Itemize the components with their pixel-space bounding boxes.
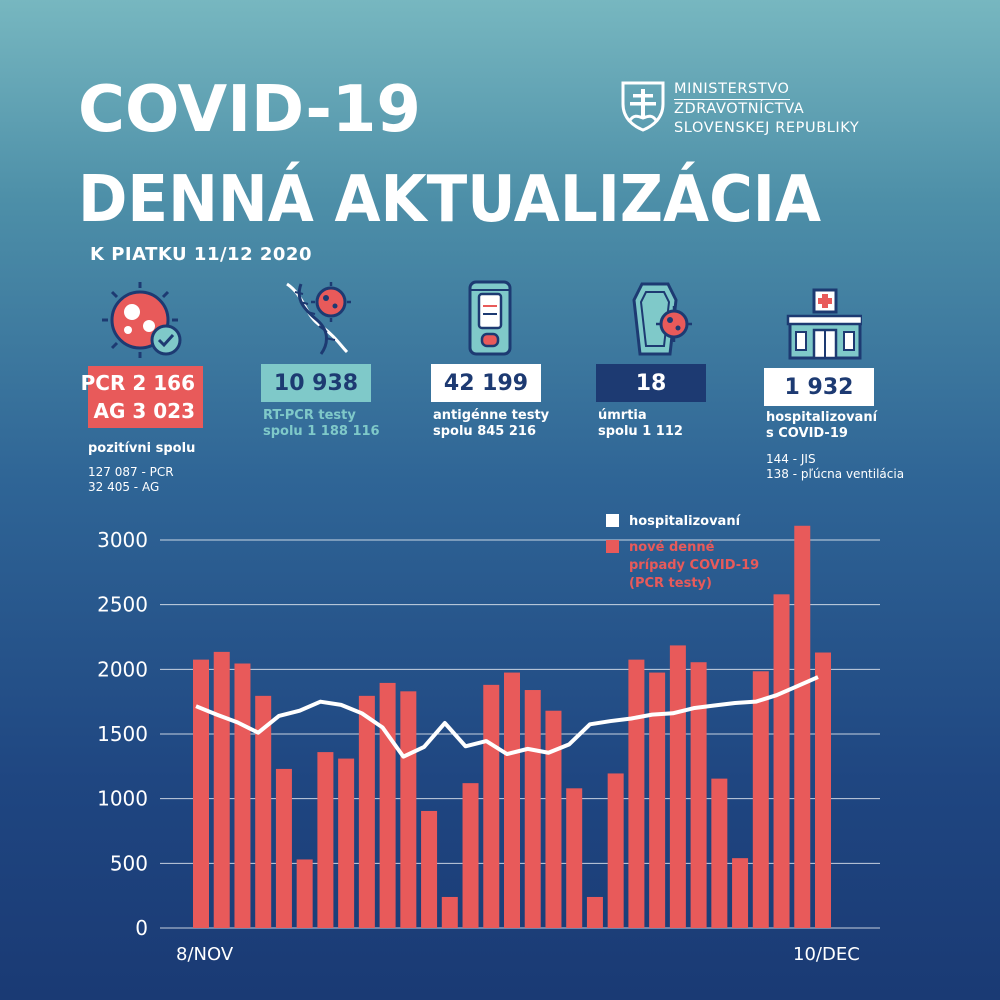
date-subtitle: K PIATKU 11/12 2020 [90, 244, 312, 265]
y-tick-label: 0 [135, 916, 148, 940]
case-bar [815, 652, 831, 928]
y-tick-label: 500 [110, 851, 148, 875]
case-bar [462, 783, 479, 928]
pcr-value: 2 166 [132, 371, 195, 395]
ministry-line-2: ZDRAVOTNÍCTVA [674, 101, 805, 117]
case-bar [317, 752, 334, 928]
case-bar [255, 695, 272, 928]
case-bar [773, 594, 790, 928]
case-bar [586, 896, 603, 928]
antigen-box: 42 199 [431, 364, 541, 402]
hospital-icon [786, 288, 862, 360]
deaths-total: spolu 1 112 [598, 424, 683, 439]
y-tick-label: 2500 [97, 593, 148, 617]
hospitalized-box: 1 932 [764, 368, 874, 406]
case-bar [213, 651, 230, 928]
case-bar [545, 710, 562, 928]
hospitalized-line [195, 675, 819, 759]
pcr-label: PCR [80, 371, 126, 395]
case-bar [504, 672, 520, 928]
case-bar [690, 662, 707, 928]
y-tick-label: 1500 [97, 722, 148, 746]
case-bar [794, 525, 811, 928]
case-bar [483, 684, 500, 928]
antigen-total: spolu 845 216 [433, 424, 537, 439]
y-tick-label: 3000 [97, 528, 148, 552]
y-axis-ticks: 0 500 1000 1500 2000 2500 3000 [97, 528, 148, 940]
case-bar [234, 663, 251, 928]
rtpcr-box: 10 938 [261, 364, 371, 402]
case-bar [193, 659, 209, 928]
virus-check-icon [102, 282, 182, 358]
deaths-label: úmrtia [598, 408, 647, 423]
case-bar [566, 788, 583, 928]
x-tick-end: 10/DEC [793, 944, 860, 965]
cases-bars [193, 525, 831, 928]
case-bar [275, 768, 292, 928]
case-bar [649, 672, 666, 928]
positive-detail-ag: 32 405 - AG [88, 480, 160, 494]
positive-box: PCR 2 166 AG 3 023 [81, 366, 203, 428]
hospitalized-label-2: s COVID-19 [766, 426, 848, 441]
ministry-line-3: SLOVENSKEJ REPUBLIKY [674, 120, 860, 136]
page-title-line2: DENNÁ AKTUALIZÁCIA [78, 163, 822, 237]
legend-swatch-hospitalized [606, 514, 619, 527]
legend-cases-line2: prípady COVID-19 [629, 558, 759, 573]
ministry-line-1: MINISTERSTVO [674, 80, 790, 100]
hospitalized-label: hospitalizovaní [766, 410, 878, 425]
coffin-virus-icon [632, 282, 692, 356]
case-bar [711, 778, 728, 928]
x-tick-start: 8/NOV [176, 944, 234, 965]
case-bar [358, 695, 375, 928]
antigen-label: antigénne testy [433, 408, 550, 423]
case-bar [379, 682, 396, 928]
legend-cases-line3: (PCR testy) [629, 576, 712, 591]
positive-label: pozitívni spolu [88, 441, 196, 456]
legend-swatch-cases [606, 540, 619, 553]
hospitalized-detail-jis: 144 - JIS [766, 452, 816, 466]
dna-virus-icon [286, 282, 351, 355]
case-bar [400, 691, 417, 928]
legend: hospitalizovaní nové denné prípady COVID… [606, 514, 764, 591]
y-tick-label: 2000 [97, 657, 148, 681]
page-title-line1: COVID-19 [78, 73, 421, 147]
hospitalized-line-group [195, 675, 819, 759]
rtpcr-total: spolu 1 188 116 [263, 424, 380, 439]
case-bar [607, 773, 624, 928]
case-bar [296, 859, 313, 928]
deaths-box: 18 [596, 364, 706, 402]
slovak-crest-icon [621, 81, 665, 132]
case-bar [441, 896, 458, 928]
case-bar [421, 810, 438, 928]
rtpcr-label: RT-PCR testy [263, 408, 356, 423]
case-bar [669, 645, 686, 928]
ag-value: 3 023 [132, 399, 195, 423]
test-cassette-icon [468, 280, 512, 356]
y-tick-label: 1000 [97, 787, 148, 811]
legend-cases-line1: nové denné [629, 540, 715, 555]
case-bar [628, 659, 645, 928]
ag-label: AG [93, 399, 126, 423]
case-bar [732, 858, 749, 928]
hospitalized-detail-vent: 138 - pľúcna ventilácia [766, 467, 905, 481]
case-bar [524, 690, 541, 928]
case-bar [338, 758, 355, 928]
ministry-logo-text: MINISTERSTVO ZDRAVOTNÍCTVA SLOVENSKEJ RE… [674, 80, 859, 138]
legend-label-hospitalized: hospitalizovaní [629, 514, 742, 529]
positive-detail-pcr: 127 087 - PCR [88, 465, 174, 479]
legend-label-cases: nové denné prípady COVID-19 (PCR testy) [629, 540, 764, 591]
case-bar [752, 671, 769, 928]
